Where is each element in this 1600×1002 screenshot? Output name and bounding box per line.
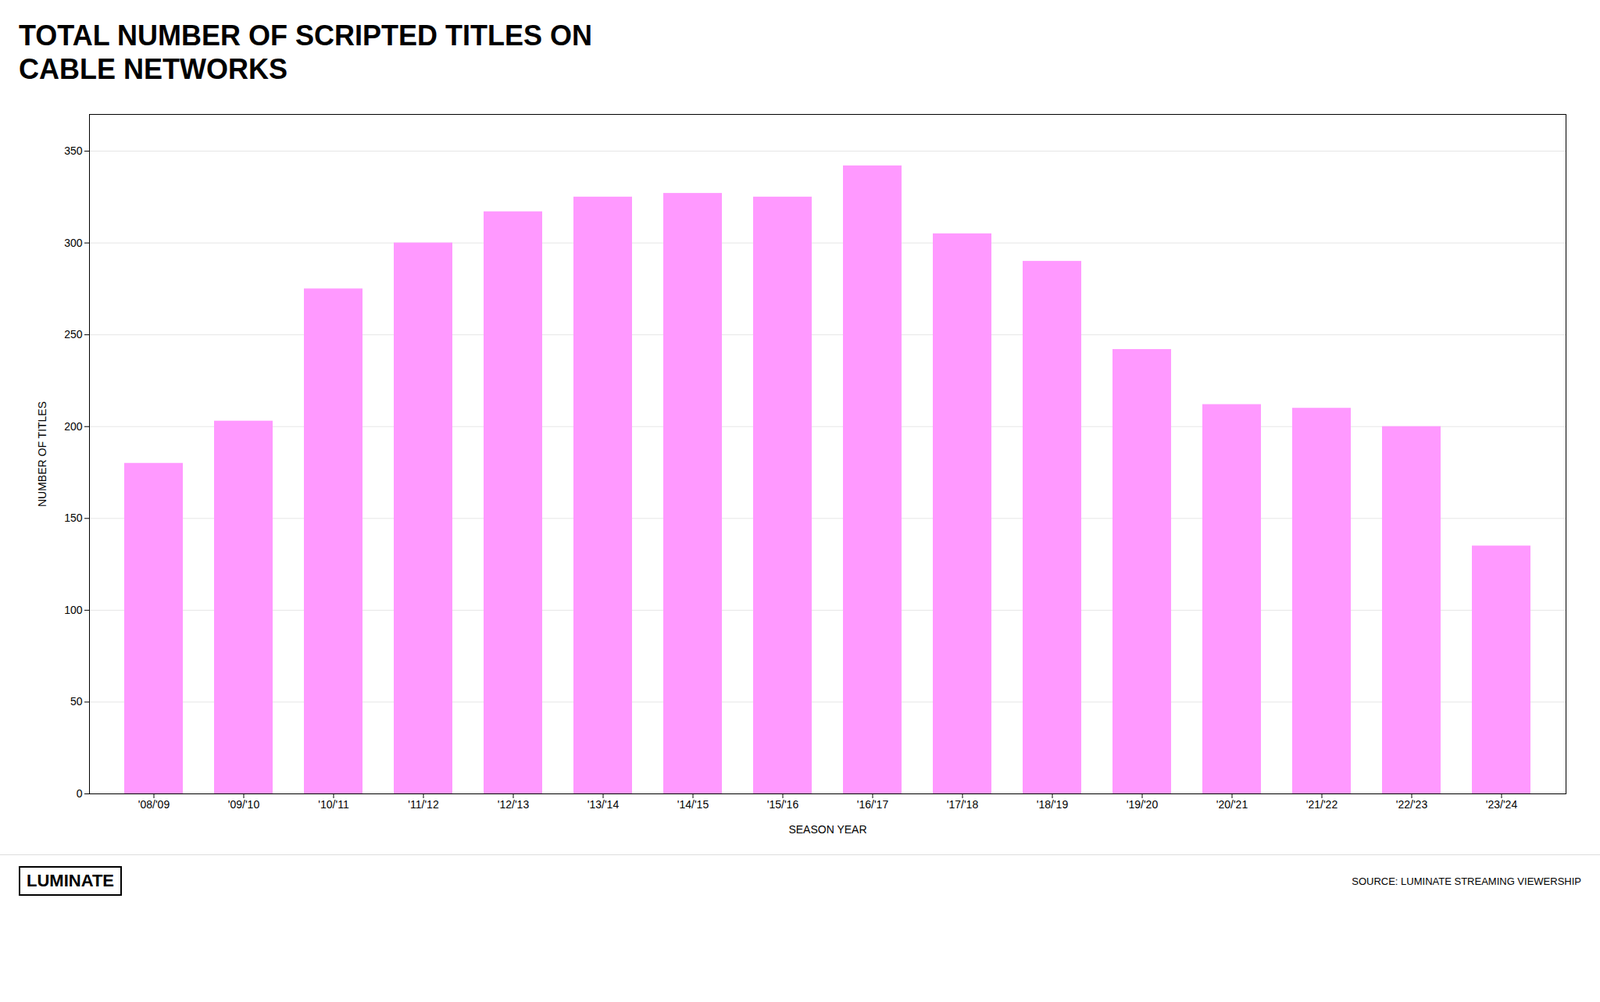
svg-text:200: 200 [64, 420, 83, 433]
svg-text:50: 50 [70, 696, 83, 709]
svg-text:250: 250 [64, 328, 83, 342]
svg-text:150: 150 [64, 512, 83, 525]
svg-text:'20/'21: '20/'21 [1216, 799, 1249, 812]
svg-text:'22/'23: '22/'23 [1396, 799, 1429, 812]
svg-text:'18/'19: '18/'19 [1036, 799, 1069, 812]
svg-text:'23/'24: '23/'24 [1485, 799, 1518, 812]
html-text:TOTAL NUMBER OF SCRIPTED TITLE: TOTAL NUMBER OF SCRIPTED TITLES ON CABLE… [18, 19, 593, 86]
svg-text:SEASON YEAR: SEASON YEAR [788, 823, 867, 836]
svg-text:350: 350 [64, 144, 83, 158]
svg-text:'13/'14: '13/'14 [587, 799, 620, 812]
svg-text:'12/'13: '12/'13 [497, 799, 530, 812]
svg-text:'15/'16: '15/'16 [767, 799, 800, 812]
svg-text:'16/'17: '16/'17 [857, 799, 890, 812]
html-text:SOURCE: LUMINATE STREAMING VIE: SOURCE: LUMINATE STREAMING VIEWERSHIP [1351, 875, 1582, 888]
svg-text:0: 0 [76, 787, 83, 800]
svg-text:'09/'10: '09/'10 [228, 799, 261, 812]
svg-text:'17/'18: '17/'18 [946, 799, 979, 812]
svg-text:100: 100 [64, 603, 83, 617]
svg-text:'11/'12: '11/'12 [407, 799, 440, 812]
svg-text:'14/'15: '14/'15 [677, 799, 710, 812]
svg-text:'08/'09: '08/'09 [138, 799, 171, 812]
svg-text:300: 300 [64, 236, 83, 250]
svg-text:'21/'22: '21/'22 [1306, 799, 1339, 812]
html-text:LUMINATE: LUMINATE [26, 871, 115, 891]
svg-text:'19/'20: '19/'20 [1126, 799, 1159, 812]
svg-text:NUMBER OF TITLES: NUMBER OF TITLES [35, 401, 49, 508]
svg-text:'10/'11: '10/'11 [317, 799, 350, 812]
